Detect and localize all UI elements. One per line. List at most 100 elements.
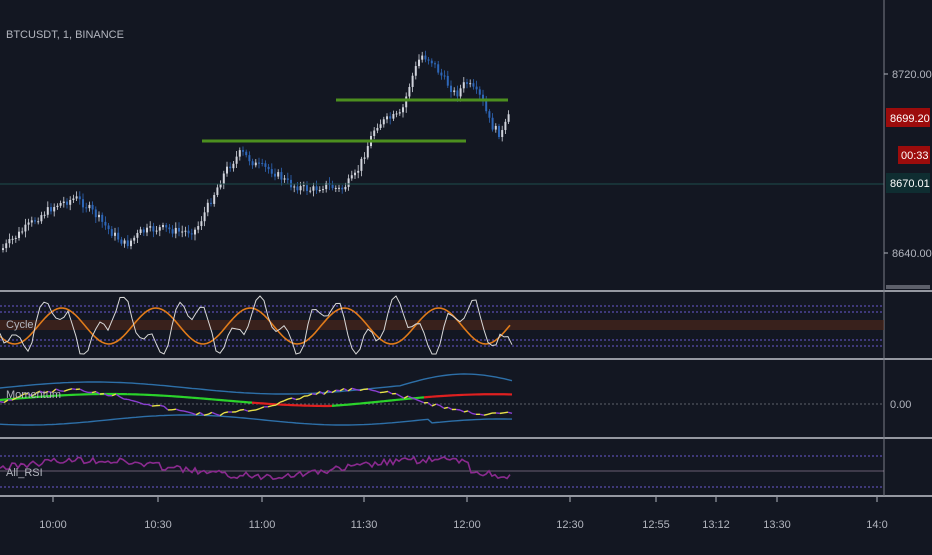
candle-body	[114, 233, 116, 236]
candle-body	[268, 167, 270, 169]
candle-body	[348, 178, 350, 186]
candle-body	[453, 90, 455, 92]
candle-body	[111, 229, 113, 236]
momentum-fast-segment	[464, 411, 468, 412]
momentum-fast-segment	[336, 390, 340, 391]
candle-body	[194, 230, 196, 235]
candle-body	[15, 238, 17, 239]
candle-body	[280, 172, 282, 180]
scale-resize-handle[interactable]	[886, 285, 930, 289]
momentum-fast-segment	[444, 407, 448, 408]
candle-body	[344, 187, 346, 189]
candle-body	[293, 186, 295, 187]
time-tick-label: 10:00	[39, 519, 67, 531]
candle-body	[476, 87, 478, 90]
candle-body	[405, 96, 407, 107]
candle-body	[146, 228, 148, 233]
candle-body	[277, 172, 279, 176]
candle-body	[69, 200, 71, 205]
candle-body	[12, 239, 14, 240]
candle-body	[34, 220, 36, 221]
candle-body	[245, 152, 247, 155]
candle-body	[220, 184, 222, 187]
candle-body	[104, 222, 106, 226]
candle-body	[156, 231, 158, 232]
candle-body	[213, 195, 215, 204]
candle-body	[207, 203, 209, 213]
price-tick-label: 8640.00	[892, 248, 932, 260]
candle-body	[2, 248, 4, 250]
candle-body	[258, 163, 260, 164]
momentum-fast-segment	[252, 410, 256, 411]
candle-body	[434, 63, 436, 64]
candle-body	[5, 243, 7, 248]
candle-body	[226, 167, 228, 174]
candle-body	[415, 66, 417, 76]
candle-body	[296, 186, 298, 190]
candle-body	[63, 202, 65, 203]
candle-body	[287, 178, 289, 179]
candle-body	[229, 167, 231, 169]
candle-body	[469, 83, 471, 84]
candle-body	[284, 178, 286, 179]
candle-body	[127, 240, 129, 246]
candle-body	[367, 146, 369, 157]
candle-body	[172, 229, 174, 233]
candle-body	[140, 229, 142, 233]
candle-body	[216, 187, 218, 195]
candle-body	[408, 87, 410, 97]
candle-body	[28, 223, 30, 225]
candle-body	[188, 231, 190, 234]
candle-body	[149, 226, 151, 227]
candle-body	[24, 225, 26, 232]
candle-body	[463, 82, 465, 88]
candle-body	[130, 241, 132, 246]
candle-body	[95, 209, 97, 217]
candle-body	[322, 189, 324, 190]
candle-body	[200, 221, 202, 226]
time-tick-label: 13:30	[763, 519, 791, 531]
candle-body	[357, 171, 359, 173]
candle-body	[56, 206, 58, 207]
cycle-pane-title[interactable]: Cycle	[6, 319, 34, 331]
candle-body	[309, 191, 311, 192]
candle-body	[412, 76, 414, 87]
candle-body	[248, 155, 250, 161]
candle-body	[303, 185, 305, 186]
candle-body	[402, 107, 404, 112]
candle-body	[47, 207, 49, 215]
candle-body	[50, 207, 52, 211]
symbol-title[interactable]: BTCUSDT, 1, BINANCE	[6, 29, 124, 41]
candle-body	[428, 59, 430, 60]
candle-body	[181, 232, 183, 233]
candle-body	[252, 161, 254, 165]
candle-body	[223, 174, 225, 185]
candle-body	[232, 164, 234, 168]
momentum-fast-segment	[160, 405, 164, 406]
candle-body	[178, 228, 180, 232]
candle-body	[40, 215, 42, 221]
candle-body	[396, 113, 398, 114]
momentum-fast-segment	[500, 413, 504, 414]
last-value-label: 8670.01	[890, 178, 930, 190]
candle-body	[389, 116, 391, 118]
candle-body	[332, 185, 334, 188]
momentum-pane-title[interactable]: Momentum	[6, 389, 61, 401]
rsi-pane-title[interactable]: All_RSI	[6, 467, 43, 479]
candle-body	[424, 56, 426, 60]
candle-body	[485, 101, 487, 111]
momentum-fast-segment	[480, 414, 484, 415]
candle-body	[338, 188, 340, 189]
time-tick-label: 12:00	[453, 519, 481, 531]
candle-body	[175, 228, 177, 234]
momentum-fast-segment	[92, 392, 96, 393]
candle-body	[373, 131, 375, 136]
momentum-scale-label: 0.00	[890, 399, 911, 411]
momentum-fast-segment	[472, 413, 476, 414]
candle-body	[82, 199, 84, 207]
candle-body	[21, 231, 23, 232]
momentum-fast-segment	[456, 409, 460, 410]
candle-body	[437, 64, 439, 72]
candle-body	[79, 196, 81, 199]
